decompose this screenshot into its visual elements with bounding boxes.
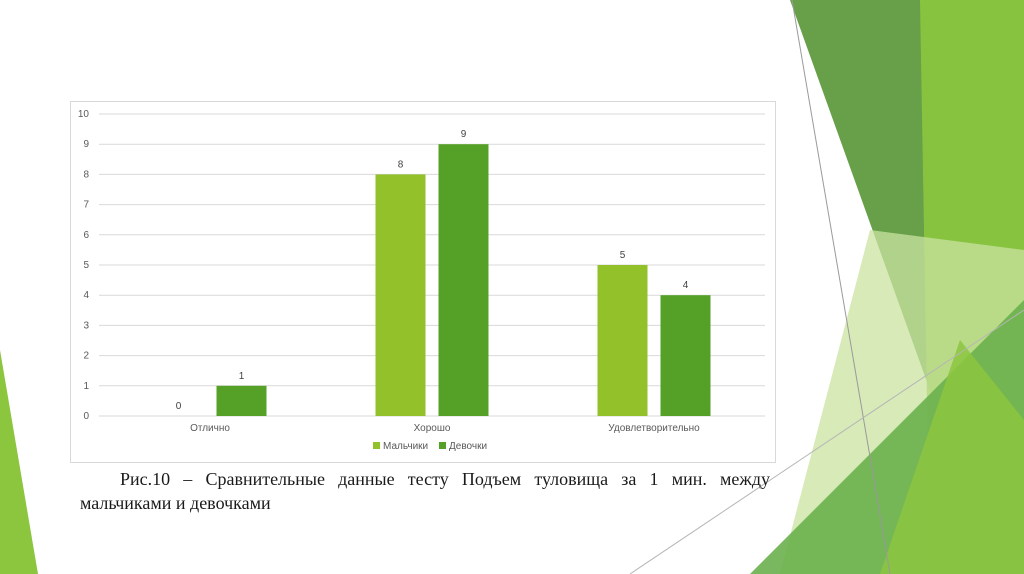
y-tick-label: 4 (83, 290, 89, 301)
data-label: 8 (398, 159, 404, 170)
y-tick-label: 5 (83, 260, 89, 271)
y-tick-label: 6 (83, 230, 89, 241)
bg-line-2 (629, 309, 1024, 574)
category-label: Хорошо (414, 423, 451, 434)
bar-Девочки-Отлично (216, 385, 267, 416)
bg-shape-right-accent (880, 340, 1024, 574)
y-tick-label: 1 (83, 381, 89, 392)
bg-shape-left-sliver (0, 350, 38, 574)
data-label: 5 (620, 250, 626, 261)
legend: Мальчики Девочки (373, 441, 487, 452)
y-tick-label: 2 (83, 351, 89, 362)
data-label: 9 (461, 129, 467, 140)
y-tick-label: 10 (78, 109, 90, 120)
legend-entry-0: Мальчики (383, 441, 428, 452)
bars (216, 144, 711, 416)
bar-Девочки-Хорошо (438, 144, 489, 416)
y-tick-label: 9 (83, 139, 89, 150)
y-tick-label: 3 (83, 320, 89, 331)
y-tick-label: 7 (83, 200, 89, 211)
bar-Мальчики-Хорошо (375, 174, 426, 416)
data-label: 0 (176, 401, 182, 412)
y-tick-label: 8 (83, 169, 89, 180)
legend-entry-1: Девочки (449, 441, 487, 452)
category-label: Отлично (190, 423, 230, 434)
category-label: Удовлетворительно (608, 423, 700, 434)
y-axis-ticks: 0 1 2 3 4 5 6 7 8 9 10 (78, 109, 90, 422)
bar-Мальчики-Удовлетворительно (597, 265, 648, 416)
grid-lines (99, 113, 765, 417)
data-labels: 0 1 8 9 5 4 (176, 129, 689, 412)
bar-Девочки-Удовлетворительно (660, 295, 711, 416)
category-labels: Отлично Хорошо Удовлетворительно (190, 423, 700, 434)
bg-line-1 (791, 0, 891, 574)
bar-chart: 0 1 2 3 4 5 6 7 8 9 10 0 1 8 9 5 4 Отлично Хорошо Удовлет… (78, 109, 765, 452)
data-label: 1 (239, 371, 245, 382)
figure-caption: Рис.10 – Сравнительные данные тесту Подъ… (80, 469, 770, 513)
data-label: 4 (683, 280, 689, 291)
legend-swatch-0 (373, 442, 380, 449)
legend-swatch-1 (439, 442, 446, 449)
chart-frame: 0 1 2 3 4 5 6 7 8 9 10 0 1 8 9 5 4 Отлично Хорошо Удовлет… (70, 101, 776, 463)
y-tick-label: 0 (83, 411, 89, 422)
